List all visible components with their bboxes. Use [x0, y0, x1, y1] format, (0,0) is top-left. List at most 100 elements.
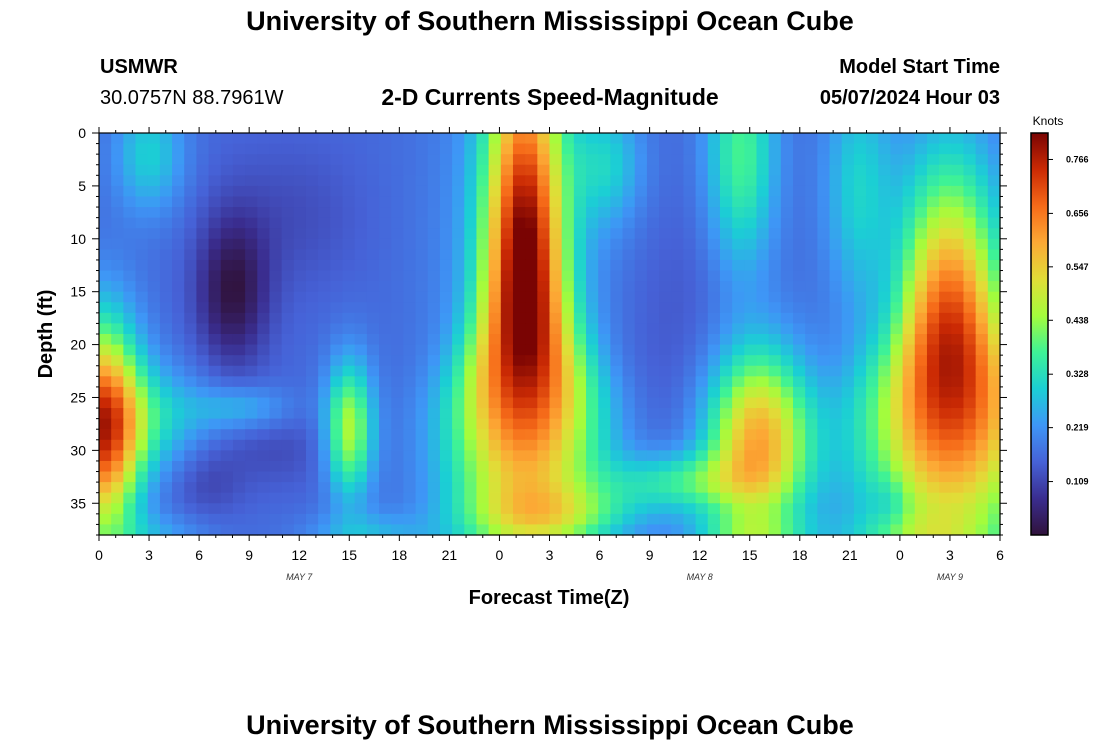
heatmap-cell	[561, 270, 575, 282]
heatmap-cell	[659, 439, 672, 451]
heatmap-cell	[220, 376, 234, 388]
heatmap-cell	[318, 270, 331, 282]
heatmap-cell	[744, 164, 758, 176]
heatmap-cell	[780, 259, 794, 272]
heatmap-cell	[756, 164, 770, 176]
heatmap-cell	[659, 249, 672, 261]
heatmap-cell	[245, 302, 258, 314]
heatmap-cell	[890, 450, 904, 462]
heatmap-cell	[439, 524, 453, 536]
heatmap-cell	[135, 482, 149, 494]
heatmap-cell	[512, 238, 526, 250]
heatmap-cell	[671, 154, 685, 166]
heatmap-cell	[695, 355, 709, 367]
heatmap-cell	[391, 344, 404, 356]
heatmap-cell	[208, 344, 222, 356]
heatmap-cell	[902, 429, 916, 441]
heatmap-cell	[403, 207, 417, 219]
heatmap-cell	[318, 238, 331, 250]
heatmap-cell	[939, 334, 952, 346]
heatmap-cell	[853, 365, 867, 377]
heatmap-cell	[476, 408, 490, 420]
heatmap-cell	[220, 259, 234, 272]
heatmap-cell	[208, 439, 222, 451]
heatmap-cell	[659, 482, 672, 494]
heatmap-cell	[610, 355, 624, 367]
heatmap-cell	[878, 503, 892, 515]
heatmap-cell	[756, 207, 770, 219]
heatmap-cell	[330, 323, 344, 335]
heatmap-cell	[232, 175, 246, 187]
heatmap-cell	[342, 238, 356, 250]
heatmap-cell	[561, 323, 575, 335]
heatmap-cell	[257, 482, 271, 494]
heatmap-cell	[817, 439, 831, 451]
heatmap-cell	[549, 376, 563, 388]
heatmap-cell	[549, 439, 563, 451]
heatmap-cell	[147, 503, 161, 515]
heatmap-cell	[573, 196, 587, 208]
heatmap-cell	[549, 291, 563, 303]
heatmap-cell	[805, 355, 818, 367]
heatmap-cell	[135, 164, 149, 176]
heatmap-cell	[318, 482, 331, 494]
heatmap-cell	[293, 175, 307, 187]
heatmap-cell	[172, 344, 185, 356]
heatmap-cell	[342, 408, 356, 420]
heatmap-cell	[853, 482, 867, 494]
heatmap-cell	[269, 397, 283, 409]
heatmap-cell	[354, 228, 368, 240]
heatmap-cell	[549, 270, 563, 282]
heatmap-cell	[671, 302, 685, 314]
heatmap-cell	[488, 418, 502, 430]
heatmap-cell	[379, 164, 392, 176]
heatmap-cell	[366, 302, 380, 314]
heatmap-cell	[768, 323, 782, 335]
heatmap-cell	[829, 133, 843, 145]
heatmap-cell	[366, 143, 380, 155]
heatmap-cell	[841, 365, 855, 377]
heatmap-cell	[586, 270, 599, 282]
heatmap-cell	[817, 133, 831, 145]
heatmap-cell	[293, 460, 307, 473]
heatmap-cell	[610, 408, 624, 420]
heatmap-cell	[963, 228, 977, 240]
heatmap-cell	[99, 217, 112, 229]
heatmap-cell	[926, 164, 940, 176]
heatmap-cell	[561, 492, 575, 504]
heatmap-cell	[476, 281, 490, 293]
heatmap-cell	[99, 302, 112, 314]
heatmap-cell	[342, 397, 356, 409]
heatmap-cell	[902, 185, 916, 198]
heatmap-cell	[561, 154, 575, 166]
heatmap-cell	[853, 143, 867, 155]
heatmap-cell	[99, 185, 112, 198]
heatmap-cell	[330, 291, 344, 303]
heatmap-cell	[829, 471, 843, 483]
heatmap-cell	[172, 334, 185, 346]
heatmap-cell	[573, 259, 587, 272]
heatmap-cell	[732, 259, 745, 272]
heatmap-cell	[354, 334, 368, 346]
heatmap-cell	[476, 207, 490, 219]
heatmap-cell	[975, 323, 989, 335]
heatmap-cell	[220, 397, 234, 409]
heatmap-cell	[111, 185, 124, 198]
heatmap-cell	[926, 429, 940, 441]
heatmap-cell	[330, 175, 344, 187]
heatmap-cell	[780, 524, 794, 536]
heatmap-cell	[890, 471, 904, 483]
heatmap-cell	[780, 355, 794, 367]
heatmap-cell	[975, 503, 989, 515]
heatmap-cell	[561, 418, 575, 430]
heatmap-cell	[488, 133, 502, 145]
heatmap-cell	[707, 482, 721, 494]
heatmap-cell	[817, 429, 831, 441]
heatmap-cell	[135, 228, 149, 240]
heatmap-cell	[683, 312, 697, 325]
heatmap-cell	[379, 133, 392, 145]
heatmap-cell	[379, 312, 392, 325]
heatmap-cell	[987, 376, 1001, 388]
heatmap-cell	[695, 249, 709, 261]
heatmap-cell	[366, 408, 380, 420]
